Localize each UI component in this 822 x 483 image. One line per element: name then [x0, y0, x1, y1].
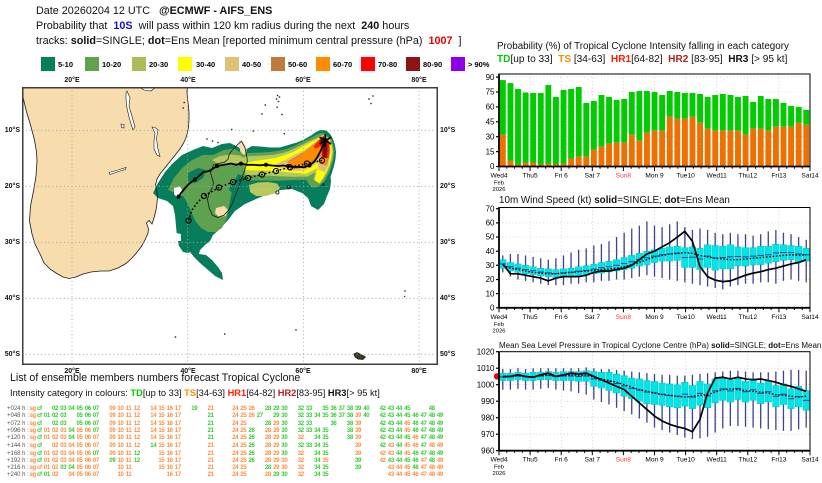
- svg-text:1000: 1000: [477, 380, 495, 389]
- svg-text:Sat 7: Sat 7: [585, 457, 601, 464]
- svg-text:Sat14: Sat14: [801, 314, 819, 321]
- svg-text:90: 90: [486, 73, 495, 82]
- svg-text:45: 45: [486, 118, 495, 127]
- svg-text:Feb: Feb: [494, 465, 504, 471]
- svg-text:1010: 1010: [477, 364, 495, 373]
- svg-text:0: 0: [490, 304, 495, 313]
- svg-text:Sun8: Sun8: [616, 314, 632, 321]
- svg-text:10: 10: [486, 289, 495, 298]
- svg-text:Wed11: Wed11: [707, 314, 728, 321]
- svg-text:Tue10: Tue10: [676, 314, 695, 321]
- svg-text:30: 30: [486, 261, 495, 270]
- svg-text:Sun8: Sun8: [616, 457, 632, 464]
- svg-text:40: 40: [486, 247, 495, 256]
- svg-text:Sat14: Sat14: [801, 173, 819, 180]
- svg-text:Sat 7: Sat 7: [585, 173, 601, 180]
- svg-text:60: 60: [486, 219, 495, 228]
- svg-text:15: 15: [486, 147, 495, 156]
- svg-text:30: 30: [486, 132, 495, 141]
- svg-text:Thu12: Thu12: [738, 314, 757, 321]
- svg-text:990: 990: [481, 397, 495, 406]
- svg-text:Mon 9: Mon 9: [645, 173, 664, 180]
- svg-text:Fri13: Fri13: [771, 457, 786, 464]
- svg-text:Thu5: Thu5: [523, 173, 538, 180]
- svg-text:Tue10: Tue10: [676, 457, 695, 464]
- svg-text:Thu5: Thu5: [523, 314, 538, 321]
- svg-text:Fri13: Fri13: [771, 173, 786, 180]
- svg-text:1020: 1020: [477, 347, 495, 356]
- svg-text:Feb: Feb: [494, 181, 504, 187]
- svg-text:960: 960: [481, 446, 495, 455]
- svg-text:Sat14: Sat14: [801, 457, 819, 464]
- svg-text:2026: 2026: [493, 471, 506, 477]
- svg-text:Feb: Feb: [494, 322, 504, 328]
- svg-text:970: 970: [481, 430, 495, 439]
- svg-text:Wed11: Wed11: [707, 173, 728, 180]
- svg-text:Fri13: Fri13: [771, 314, 786, 321]
- svg-text:2026: 2026: [493, 328, 506, 334]
- svg-text:0: 0: [490, 162, 495, 171]
- svg-text:Fri 6: Fri 6: [555, 457, 569, 464]
- svg-text:Thu12: Thu12: [738, 173, 757, 180]
- svg-text:Tue10: Tue10: [676, 173, 695, 180]
- svg-text:50: 50: [486, 233, 495, 242]
- svg-text:75: 75: [486, 88, 495, 97]
- svg-text:2026: 2026: [493, 187, 506, 193]
- svg-text:Wed4: Wed4: [490, 173, 507, 180]
- svg-text:Wed11: Wed11: [707, 457, 728, 464]
- svg-text:Sun8: Sun8: [616, 173, 632, 180]
- svg-text:Mon 9: Mon 9: [645, 457, 664, 464]
- svg-text:Fri 6: Fri 6: [555, 314, 569, 321]
- svg-text:Wed4: Wed4: [490, 314, 507, 321]
- svg-text:Mon 9: Mon 9: [645, 314, 664, 321]
- svg-text:70: 70: [486, 204, 495, 213]
- svg-text:Thu5: Thu5: [523, 457, 538, 464]
- svg-text:60: 60: [486, 103, 495, 112]
- svg-text:Sat 7: Sat 7: [585, 314, 601, 321]
- svg-text:20: 20: [486, 275, 495, 284]
- svg-text:980: 980: [481, 413, 495, 422]
- svg-text:Wed4: Wed4: [490, 457, 507, 464]
- svg-text:Thu12: Thu12: [738, 457, 757, 464]
- svg-text:Fri 6: Fri 6: [555, 173, 569, 180]
